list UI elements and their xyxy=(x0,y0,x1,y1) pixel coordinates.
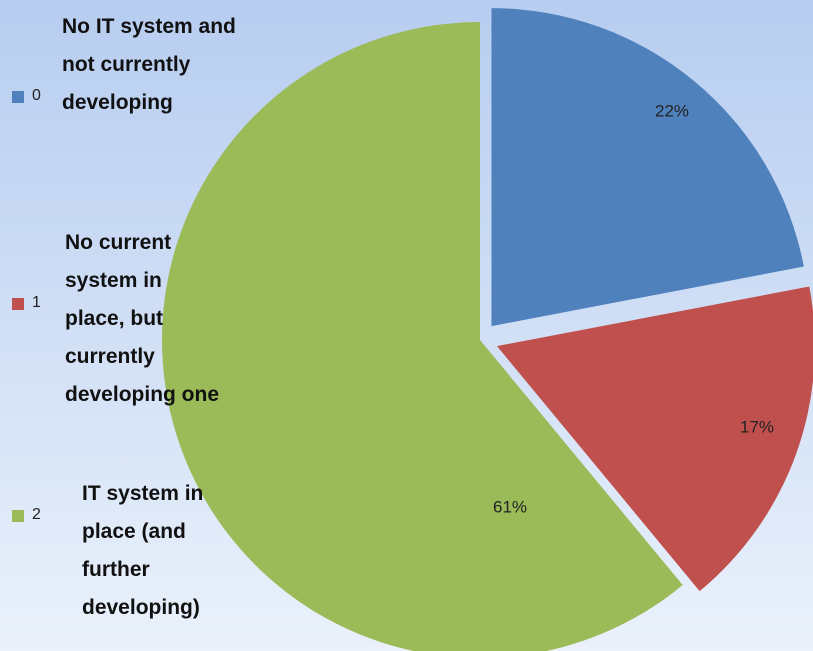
legend-key: 2 xyxy=(32,506,41,523)
legend-key: 1 xyxy=(32,294,41,311)
data-label: 22% xyxy=(655,101,689,120)
pie-slice xyxy=(491,8,804,327)
legend-key: 0 xyxy=(32,87,41,104)
pie-slice xyxy=(162,22,683,651)
legend-swatch xyxy=(12,298,24,310)
legend-label: No current system in place, but currentl… xyxy=(65,231,220,406)
legend-label: No IT system and not currently developin… xyxy=(62,15,236,114)
data-label: 61% xyxy=(493,497,527,516)
legend-swatch xyxy=(12,510,24,522)
legend-swatch xyxy=(12,91,24,103)
pie-slice xyxy=(496,286,813,592)
legend-label: IT system in place (and further developi… xyxy=(82,482,204,619)
data-label: 17% xyxy=(740,417,774,436)
